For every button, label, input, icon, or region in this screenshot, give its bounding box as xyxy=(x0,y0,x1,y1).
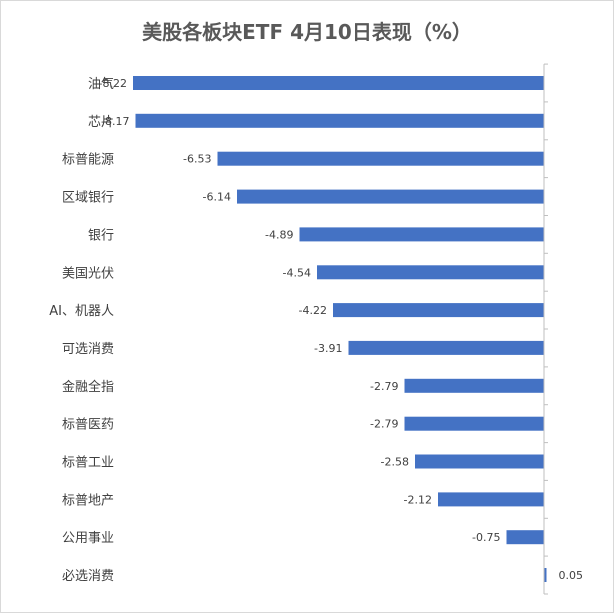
category-label: 美国光伏 xyxy=(62,266,114,281)
value-label: -2.79 xyxy=(370,418,398,431)
category-label: 区域银行 xyxy=(62,191,114,206)
bar-1 xyxy=(133,76,544,90)
value-label: -4.54 xyxy=(283,266,311,279)
category-label: 公用事业 xyxy=(62,531,114,546)
axis-layer xyxy=(543,63,548,595)
bar-10 xyxy=(404,416,544,431)
category-label: 标普地产 xyxy=(62,493,114,508)
value-label: -2.12 xyxy=(404,493,432,506)
bar-6 xyxy=(317,265,544,280)
bar-13 xyxy=(506,530,544,545)
bars-layer xyxy=(133,76,547,582)
value-label: -0.75 xyxy=(472,531,500,544)
value-label: -8.22 xyxy=(99,77,127,90)
value-label: -6.53 xyxy=(183,153,211,166)
bar-9 xyxy=(404,378,544,393)
bar-11 xyxy=(415,454,544,469)
value-label: -6.14 xyxy=(203,191,231,204)
bar-3 xyxy=(217,151,544,166)
category-label: 银行 xyxy=(88,228,114,243)
value-label: -2.79 xyxy=(370,380,398,393)
value-label: -8.17 xyxy=(101,115,129,128)
bar-2 xyxy=(135,113,544,128)
bar-8 xyxy=(348,340,544,355)
value-label: -2.58 xyxy=(381,456,409,469)
category-label: 金融全指 xyxy=(62,379,114,395)
category-label: 芯片 xyxy=(88,115,114,130)
category-label: 可选消费 xyxy=(62,342,114,357)
bar-12 xyxy=(438,492,544,507)
category-label: 标普能源 xyxy=(62,153,114,168)
labels-layer: 油气-8.22 芯片-8.17 标普能源 -6.53 区域银行 -6.14 银行 -4.89 美… xyxy=(49,76,583,584)
category-label: 标普工业 xyxy=(62,456,114,471)
category-label: 标普医药 xyxy=(62,418,114,433)
value-label: -3.91 xyxy=(314,342,342,355)
value-label: -4.22 xyxy=(299,304,327,317)
category-label: 油气 xyxy=(88,76,114,92)
value-label: 0.05 xyxy=(559,569,584,582)
bar-4 xyxy=(237,189,544,204)
bar-14 xyxy=(544,568,547,582)
category-label: 必选消费 xyxy=(62,569,114,584)
category-label: AI、机器人 xyxy=(49,304,114,319)
chart-title: 美股各板块ETF 4月10日表现（%） xyxy=(142,20,472,44)
value-label: -4.89 xyxy=(265,228,293,241)
bar-5 xyxy=(299,227,544,242)
bar-7 xyxy=(333,303,544,318)
